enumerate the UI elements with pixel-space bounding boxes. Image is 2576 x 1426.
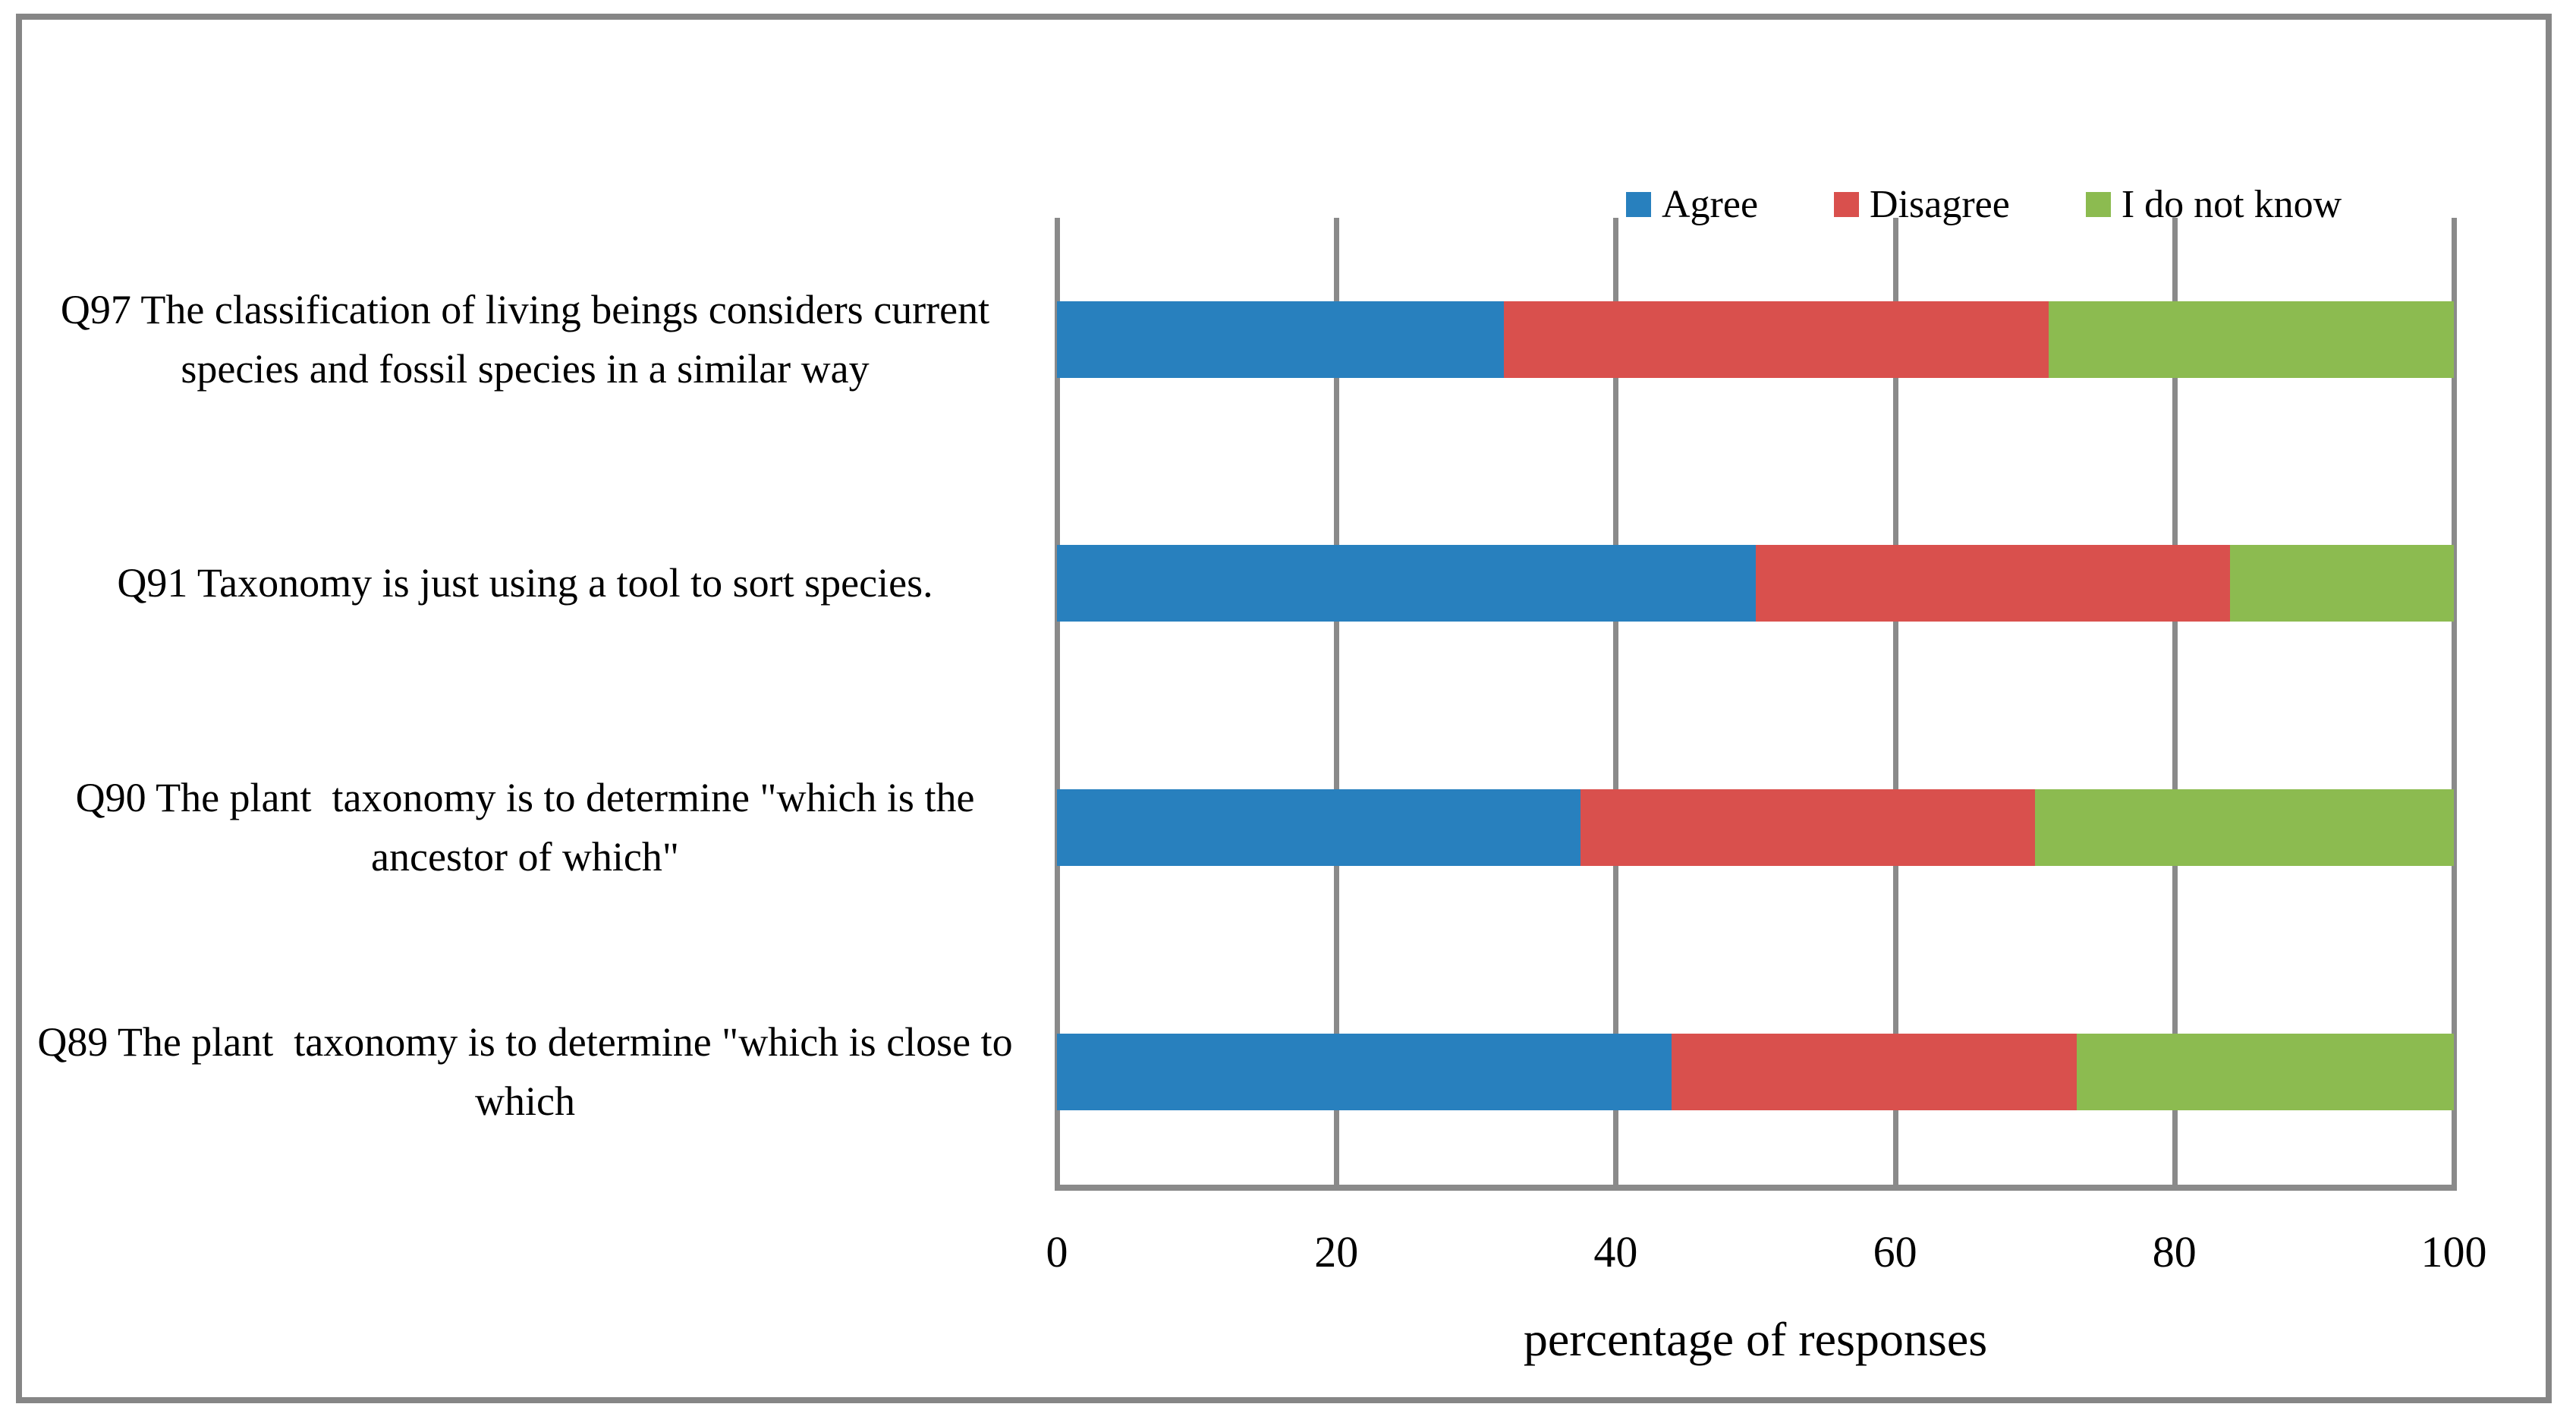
bar-segment-idonotknow xyxy=(2230,545,2454,622)
legend: Agree Disagree I do not know xyxy=(1626,179,2342,229)
bar-segment-idonotknow xyxy=(2049,301,2454,378)
legend-label-agree: Agree xyxy=(1662,182,1759,226)
bar-row-q91 xyxy=(1057,545,2454,622)
gridline-60 xyxy=(1892,218,1898,1188)
x-tick-40: 40 xyxy=(1593,1227,1638,1276)
legend-label-disagree: Disagree xyxy=(1870,182,2010,226)
bar-row-q90 xyxy=(1057,789,2454,866)
category-label-q90: Q90 The plant taxonomy is to determine "… xyxy=(75,774,985,880)
bar-segment-agree xyxy=(1057,1034,1672,1110)
figure-border xyxy=(16,14,2552,1403)
x-tick-80: 80 xyxy=(2152,1227,2197,1276)
bar-segment-disagree xyxy=(1672,1034,2077,1110)
x-axis-line xyxy=(1055,1185,2457,1191)
category-label-q97: Q97 The classification of living beings … xyxy=(60,286,1000,392)
gridline-20 xyxy=(1334,218,1340,1188)
bar-row-q97 xyxy=(1057,301,2454,378)
legend-item-agree: Agree xyxy=(1626,182,1758,227)
gridline-40 xyxy=(1613,218,1619,1188)
gridline-0 xyxy=(1055,218,1060,1188)
plot-area xyxy=(1055,218,2457,1191)
bar-segment-idonotknow xyxy=(2034,789,2454,866)
bar-segment-disagree xyxy=(1504,301,2049,378)
bar-segment-disagree xyxy=(1581,789,2035,866)
legend-label-idonotknow: I do not know xyxy=(2121,182,2342,226)
bar-segment-agree xyxy=(1057,789,1581,866)
bar-row-q89 xyxy=(1057,1034,2454,1110)
disagree-swatch-icon xyxy=(1834,191,1860,217)
agree-swatch-icon xyxy=(1626,191,1651,217)
legend-item-disagree: Disagree xyxy=(1834,182,2010,227)
idonotknow-swatch-icon xyxy=(2085,191,2111,217)
x-tick-60: 60 xyxy=(1873,1227,1917,1276)
x-tick-20: 20 xyxy=(1314,1227,1359,1276)
gridline-80 xyxy=(2172,218,2178,1188)
x-axis-ticks: 0 20 40 60 80 100 xyxy=(1046,1226,2487,1283)
bar-segment-agree xyxy=(1057,301,1505,378)
bar-segment-idonotknow xyxy=(2076,1034,2454,1110)
x-tick-0: 0 xyxy=(1046,1227,1068,1276)
x-tick-100: 100 xyxy=(2420,1227,2487,1276)
x-axis-title: percentage of responses xyxy=(1523,1312,1988,1366)
bar-segment-agree xyxy=(1057,545,1756,622)
bar-segment-disagree xyxy=(1755,545,2231,622)
category-label-q89: Q89 The plant taxonomy is to determine "… xyxy=(37,1018,1024,1124)
gridline-100 xyxy=(2452,218,2457,1188)
category-label-q91: Q91 Taxonomy is just using a tool to sor… xyxy=(117,559,933,606)
legend-item-idonotknow: I do not know xyxy=(2085,182,2342,227)
